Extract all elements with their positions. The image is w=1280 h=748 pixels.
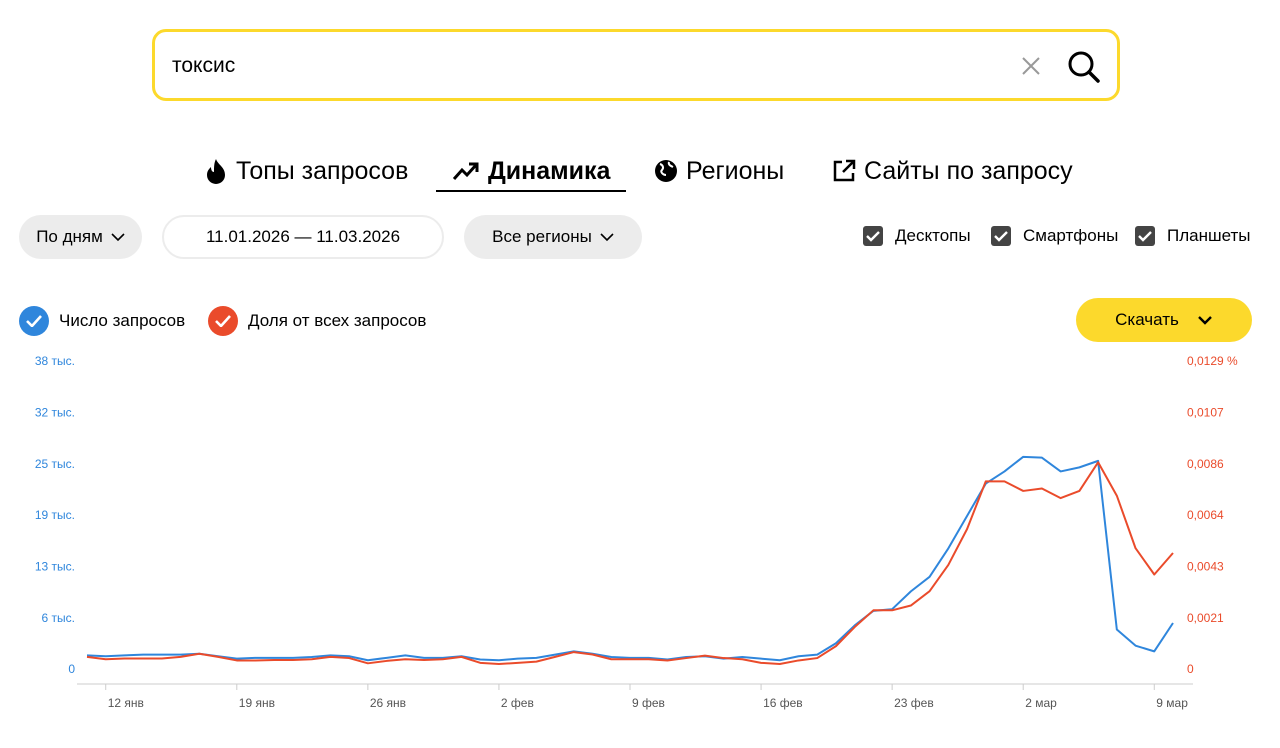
chart: 0 6 тыс. 13 тыс. 19 тыс. 25 тыс. 32 тыс. 38 ты… <box>35 354 1238 710</box>
checkbox <box>1135 226 1155 246</box>
chevron <box>111 233 125 242</box>
y2-tick-label: 0,0064 <box>1187 508 1224 522</box>
y-tick-label: 6 тыс. <box>42 611 75 625</box>
device-label: Десктопы <box>895 226 971 245</box>
date-range-label: 11.01.2026 — 11.03.2026 <box>205 227 401 246</box>
trend-icon <box>452 162 479 180</box>
y2-tick-label: 0,0021 <box>1187 611 1224 625</box>
download-label: Скачать <box>1115 310 1179 329</box>
legend-check <box>19 306 49 336</box>
device-label: Смартфоны <box>1023 226 1119 245</box>
series-line <box>86 455 1174 662</box>
legend-label: Число запросов <box>59 311 186 330</box>
device-checkbox[interactable]: Планшеты <box>1135 226 1251 246</box>
tab-label: Регионы <box>686 156 785 185</box>
period-label: По дням <box>36 227 103 246</box>
date-range[interactable]: 11.01.2026 — 11.03.2026 <box>162 215 444 259</box>
y2-tick-label: 0,0129 % <box>1187 354 1238 368</box>
tab-label: Топы запросов <box>236 156 409 185</box>
legend-check <box>208 306 238 336</box>
y2-tick-label: 0,0086 <box>1187 457 1224 471</box>
globe-icon <box>655 160 677 182</box>
region-select[interactable]: Все регионы <box>464 215 642 259</box>
external-icon <box>833 159 856 182</box>
x-tick-label: 23 фев <box>894 696 934 710</box>
tab-label: Динамика <box>488 156 611 185</box>
y-tick-label: 19 тыс. <box>35 508 75 522</box>
download-button[interactable]: Скачать <box>1076 298 1252 342</box>
device-checkbox[interactable]: Смартфоны <box>991 226 1118 246</box>
device-label: Планшеты <box>1167 226 1251 245</box>
x-tick-label: 26 янв <box>370 696 406 710</box>
y2-tick-label: 0,0107 <box>1187 406 1224 420</box>
y2-tick-label: 0,0043 <box>1187 560 1224 574</box>
tab[interactable]: Топы запросов <box>204 154 408 188</box>
x-tick-label: 12 янв <box>108 696 144 710</box>
y-tick-label: 13 тыс. <box>35 560 75 574</box>
y-tick-label: 38 тыс. <box>35 354 75 368</box>
fire-icon <box>207 159 225 184</box>
tab[interactable]: Сайты по запросу <box>832 154 1073 188</box>
y-tick-label: 32 тыс. <box>35 406 75 420</box>
x-tick-label: 2 мар <box>1025 696 1057 710</box>
tab-label: Сайты по запросу <box>864 156 1073 185</box>
chevron <box>1198 316 1212 325</box>
x-tick-label: 9 мар <box>1156 696 1188 710</box>
legend-item[interactable]: Число запросов <box>19 306 185 336</box>
region-label: Все регионы <box>492 227 592 246</box>
legend-item[interactable]: Доля от всех запросов <box>208 306 426 336</box>
x-tick-label: 9 фев <box>632 696 665 710</box>
x-tick-label: 2 фев <box>501 696 534 710</box>
y-tick-label: 25 тыс. <box>35 457 75 471</box>
search-box[interactable]: токсис <box>152 29 1120 101</box>
y-tick-label: 0 <box>68 662 75 676</box>
y2-tick-label: 0 <box>1187 662 1194 676</box>
period-select[interactable]: По дням <box>19 215 142 259</box>
device-checkbox[interactable]: Десктопы <box>863 226 971 246</box>
tab[interactable]: Регионы <box>654 154 784 188</box>
series-line <box>86 461 1174 666</box>
chevron <box>600 233 614 242</box>
tab-active[interactable]: Динамика <box>436 154 627 192</box>
legend-label: Доля от всех запросов <box>248 311 427 330</box>
checkbox <box>863 226 883 246</box>
x-tick-label: 19 янв <box>239 696 275 710</box>
clear-icon[interactable] <box>1021 56 1041 76</box>
search-icon[interactable] <box>1067 50 1101 84</box>
search-query[interactable]: токсис <box>172 54 236 77</box>
checkbox <box>991 226 1011 246</box>
x-tick-label: 16 фев <box>763 696 803 710</box>
